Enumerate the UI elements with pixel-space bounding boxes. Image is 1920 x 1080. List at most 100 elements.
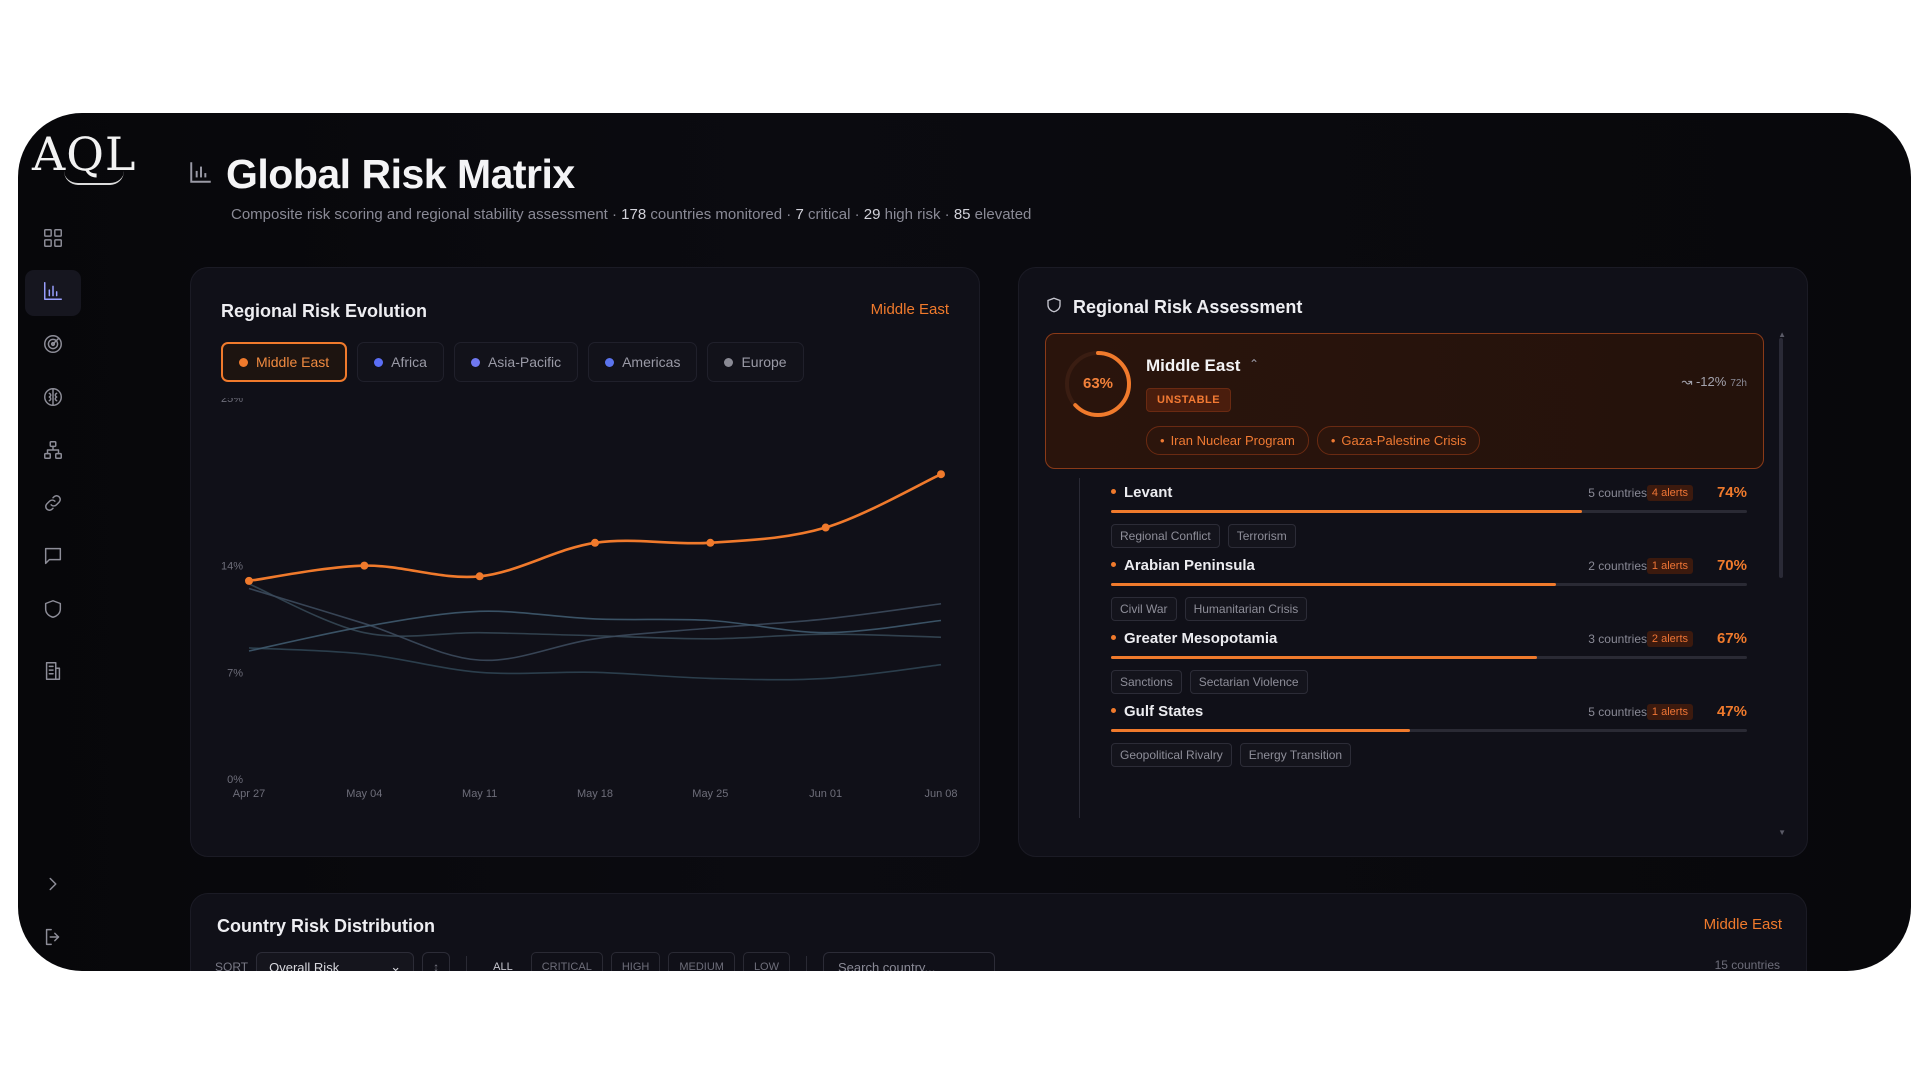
- risk-bar-fill: [1111, 583, 1557, 586]
- logout-button[interactable]: [25, 916, 81, 962]
- region-chip-asia-pacific[interactable]: Asia-Pacific: [453, 342, 579, 382]
- regional-risk-assessment-card: Regional Risk Assessment 63% Middle East…: [1018, 267, 1808, 857]
- alerts-badge: 4 alerts: [1646, 485, 1693, 501]
- sidebar-bottom: [25, 863, 81, 969]
- brain-icon: [42, 386, 64, 413]
- selected-region-link[interactable]: Middle East: [1703, 916, 1782, 933]
- risk-percent: 67%: [1716, 630, 1747, 647]
- risk-factor-tag[interactable]: Iran Nuclear Program: [1146, 426, 1309, 455]
- trend-down-icon: ↝: [1681, 374, 1696, 389]
- risk-factor-tag[interactable]: Gaza-Palestine Crisis: [1316, 426, 1481, 455]
- selected-region-link[interactable]: Middle East: [870, 301, 949, 318]
- subregion-row[interactable]: Levant 5 countries 4 alerts 74% Regional Con…: [1111, 484, 1747, 560]
- filter-all[interactable]: ALL: [493, 961, 513, 971]
- risk-factor-tag[interactable]: Civil War: [1111, 597, 1177, 621]
- sort-arrow-icon: ↕: [433, 960, 440, 971]
- risk-factor-tag[interactable]: Humanitarian Crisis: [1184, 597, 1308, 621]
- card-title: Regional Risk Evolution: [221, 301, 428, 321]
- chip-label: Africa: [391, 354, 427, 370]
- subtitle-part: countries monitored ·: [646, 206, 796, 223]
- scrollbar[interactable]: [1779, 338, 1783, 578]
- region-chip-americas[interactable]: Americas: [588, 342, 698, 382]
- app-window: AQL: [18, 113, 1911, 971]
- filter-critical[interactable]: CRITICAL: [530, 952, 603, 971]
- nav-radar[interactable]: [25, 323, 81, 369]
- chip-label: Asia-Pacific: [487, 354, 562, 370]
- nav-organizations[interactable]: [25, 650, 81, 696]
- series-line-0: [248, 647, 942, 681]
- trend-value: -12%: [1695, 374, 1727, 389]
- filter-low[interactable]: LOW: [742, 952, 790, 971]
- region-chip-africa[interactable]: Africa: [357, 342, 444, 382]
- y-tick-label: 25%: [221, 398, 243, 405]
- nav-messages[interactable]: [25, 535, 81, 581]
- series-line-1: [248, 583, 942, 640]
- chevron-up-icon[interactable]: ⌃: [1249, 357, 1260, 371]
- subregion-row[interactable]: Gulf States 5 countries 1 alerts 47% Geopoli…: [1111, 703, 1747, 779]
- subregion-tags: Geopolitical Rivalry Energy Transition: [1111, 743, 1352, 767]
- expand-sidebar-button[interactable]: [25, 863, 81, 909]
- risk-bar: [1111, 656, 1747, 659]
- risk-score-ring: [1065, 351, 1131, 417]
- divider: [466, 956, 468, 971]
- risk-factor-tag[interactable]: Sectarian Violence: [1189, 670, 1308, 694]
- filter-high[interactable]: HIGH: [610, 952, 661, 971]
- nav-intelligence[interactable]: [25, 376, 81, 422]
- regional-risk-evolution-card: Regional Risk Evolution Middle East Midd…: [190, 267, 980, 857]
- bar-chart-icon: [42, 280, 64, 307]
- sidebar-nav: [25, 217, 81, 703]
- radar-icon: [42, 333, 64, 360]
- scroll-up-icon[interactable]: ▲: [1778, 330, 1786, 339]
- assessment-header: Regional Risk Assessment: [1045, 296, 1302, 319]
- color-dot: [724, 357, 734, 367]
- y-tick-label: 0%: [227, 774, 243, 786]
- chevron-down-icon: ⌄: [390, 959, 402, 971]
- subregion-name: Arabian Peninsula: [1111, 557, 1255, 574]
- divider: [806, 956, 807, 971]
- risk-percent: 47%: [1716, 703, 1747, 720]
- scroll-down-icon[interactable]: ▼: [1778, 828, 1786, 837]
- sort-direction-button[interactable]: ↕: [422, 952, 451, 971]
- risk-factor-tag[interactable]: Geopolitical Rivalry: [1111, 743, 1232, 767]
- subregion-row[interactable]: Greater Mesopotamia 3 countries 2 alerts 67…: [1111, 630, 1747, 706]
- region-name: Middle East: [1146, 356, 1241, 375]
- color-dot: [470, 357, 480, 367]
- data-point: [821, 523, 830, 532]
- nav-network[interactable]: [25, 429, 81, 475]
- series-line-middle-east: [248, 473, 942, 583]
- country-count: 3 countries: [1588, 632, 1647, 646]
- filter-medium[interactable]: MEDIUM: [668, 952, 735, 971]
- nav-dashboard[interactable]: [25, 217, 81, 263]
- search-country-input[interactable]: Search country...: [823, 952, 995, 971]
- page-header: Global Risk Matrix: [188, 151, 575, 198]
- sort-select[interactable]: Overall Risk ⌄: [256, 952, 415, 971]
- distribution-filters: SORT Overall Risk ⌄ ↕ ALL CRITICAL HIGH MEDI…: [215, 952, 995, 971]
- x-tick-label: May 18: [577, 788, 613, 800]
- region-chip-middle-east[interactable]: Middle East: [221, 342, 348, 382]
- subregion-row[interactable]: Arabian Peninsula 2 countries 1 alerts 70% C…: [1111, 557, 1747, 633]
- risk-percent: 74%: [1716, 484, 1747, 501]
- subregion-name: Levant: [1111, 484, 1172, 501]
- country-risk-distribution-card: Country Risk Distribution Middle East SO…: [190, 893, 1807, 971]
- risk-factor-tag[interactable]: Regional Conflict: [1111, 524, 1220, 548]
- nav-security[interactable]: [25, 588, 81, 634]
- data-point: [475, 572, 484, 581]
- shield-icon: [1045, 296, 1063, 319]
- card-title: Country Risk Distribution: [217, 916, 436, 936]
- nav-links[interactable]: [25, 482, 81, 528]
- data-point: [706, 538, 715, 547]
- bar-chart-icon: [188, 159, 214, 190]
- subtitle-part: 7: [795, 206, 804, 223]
- page-subtitle: Composite risk scoring and regional stab…: [231, 206, 1031, 223]
- risk-bar-fill: [1111, 510, 1582, 513]
- region-summary-middle-east[interactable]: 63% Middle East ⌃ UNSTABLE ↝ -12%72h Ira…: [1045, 333, 1764, 469]
- subtitle-part: 178: [621, 206, 647, 223]
- region-chip-europe[interactable]: Europe: [707, 342, 804, 382]
- risk-factor-tag[interactable]: Terrorism: [1227, 524, 1296, 548]
- dashboard-icon: [42, 227, 64, 254]
- x-tick-label: Jun 08: [924, 788, 957, 800]
- subregion-tags: Regional Conflict Terrorism: [1111, 524, 1296, 548]
- nav-analytics[interactable]: [25, 270, 81, 316]
- risk-factor-tag[interactable]: Energy Transition: [1239, 743, 1352, 767]
- risk-factor-tag[interactable]: Sanctions: [1111, 670, 1182, 694]
